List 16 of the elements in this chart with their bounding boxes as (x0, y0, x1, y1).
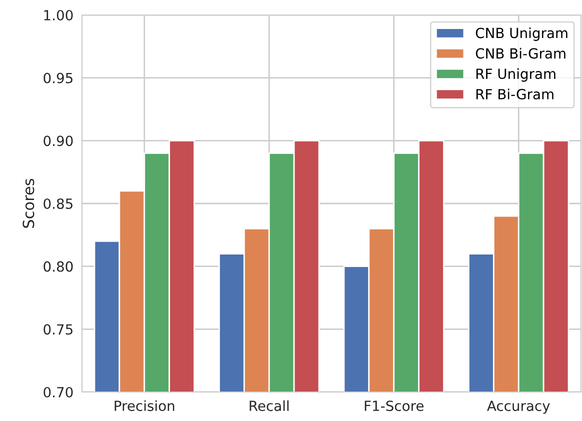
legend-label: RF Unigram (476, 68, 556, 82)
y-tick-label: 0.70 (44, 386, 73, 398)
y-tick-label: 0.85 (44, 198, 72, 209)
x-tick-label: Precision (114, 400, 174, 412)
y-tick-label: 0.95 (44, 72, 72, 84)
legend-label: CNB Unigram (476, 28, 568, 41)
y-axis-title: Scores (22, 178, 34, 228)
legend-label: CNB Bi-Gram (476, 48, 566, 59)
x-tick-label: Accuracy (487, 400, 550, 414)
y-tick-label: 0.80 (44, 261, 73, 272)
y-tick-label: 1.00 (44, 10, 73, 20)
legend-label: RF Bi-Gram (476, 88, 554, 100)
y-tick-label: 0.90 (44, 136, 73, 146)
x-tick-label: F1-Score (364, 400, 424, 412)
x-tick-label: Recall (250, 400, 289, 412)
y-tick-label: 0.75 (44, 324, 72, 335)
